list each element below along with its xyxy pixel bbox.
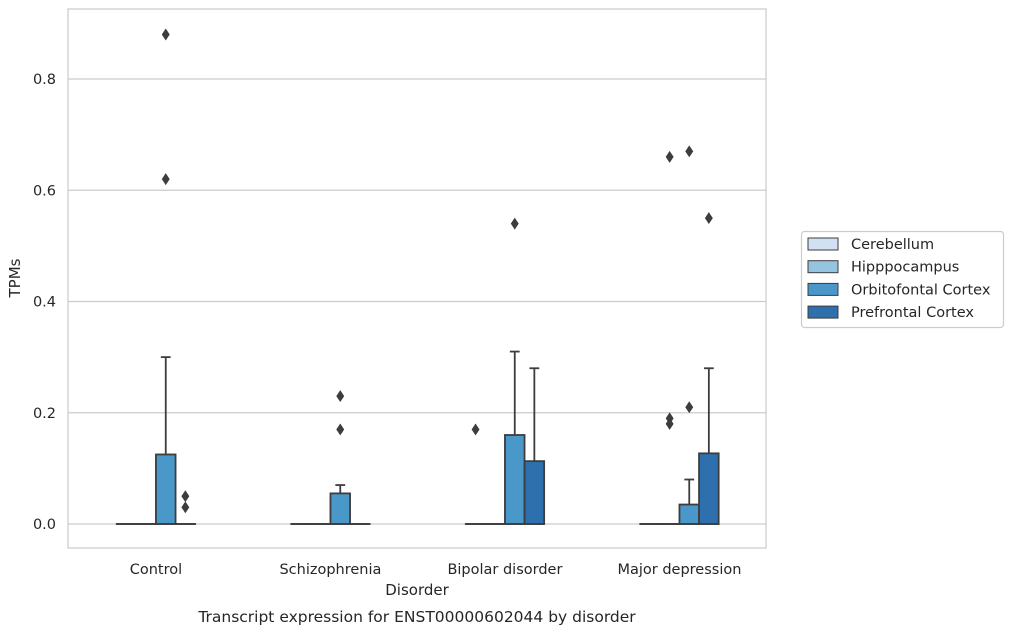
box-group <box>330 391 350 524</box>
outlier-point <box>182 502 189 513</box>
legend-label: Orbitofontal Cortex <box>851 282 991 298</box>
outlier-point <box>337 391 344 402</box>
outlier-point <box>472 424 479 435</box>
box <box>505 435 525 524</box>
y-tick-label: 0.6 <box>33 183 56 199</box>
legend-swatch <box>808 306 838 318</box>
outlier-point <box>337 424 344 435</box>
x-tick-label: Bipolar disorder <box>447 562 562 578</box>
box-group <box>525 368 545 524</box>
box-group <box>679 146 699 524</box>
box-group <box>466 424 486 524</box>
x-tick-label: Schizophrenia <box>279 562 381 578</box>
y-tick-label: 0.4 <box>33 295 56 311</box>
outlier-point <box>511 218 518 229</box>
outlier-point <box>686 402 693 413</box>
chart-caption: Transcript expression for ENST0000060204… <box>197 608 636 626</box>
box-group <box>156 29 176 524</box>
legend-label: Cerebellum <box>851 237 934 253</box>
y-tick-label: 0.2 <box>33 406 56 422</box>
box <box>330 493 350 524</box>
legend-swatch <box>808 261 838 273</box>
box <box>699 453 719 524</box>
x-tick-labels: Control Schizophrenia Bipolar disorder Majo… <box>130 562 742 578</box>
legend-swatch <box>808 238 838 250</box>
x-tick-label: Major depression <box>617 562 741 578</box>
outlier-point <box>666 151 673 162</box>
y-axis-label: TPMs <box>6 258 24 298</box>
box <box>679 505 699 524</box>
outlier-point <box>686 146 693 157</box>
box-group <box>505 218 525 524</box>
box-group <box>176 491 196 524</box>
outlier-point <box>182 491 189 502</box>
box <box>156 454 176 524</box>
box <box>525 461 545 524</box>
box-group <box>699 213 719 524</box>
boxes-layer <box>117 29 719 524</box>
y-tick-label: 0.8 <box>33 72 56 88</box>
x-axis-label: Disorder <box>385 581 449 599</box>
y-tick-labels: 0.0 0.2 0.4 0.6 0.8 <box>33 72 56 533</box>
outlier-point <box>705 213 712 224</box>
box-group <box>660 151 680 524</box>
legend-label: Prefrontal Cortex <box>851 305 974 321</box>
outlier-point <box>162 29 169 40</box>
x-tick-label: Control <box>130 562 182 578</box>
legend-swatch <box>808 283 838 295</box>
outlier-point <box>162 174 169 185</box>
y-tick-label: 0.0 <box>33 517 56 533</box>
legend-label: Hipppocampus <box>851 260 959 276</box>
legend: Cerebellum Hipppocampus Orbitofontal Corte… <box>802 232 1004 328</box>
